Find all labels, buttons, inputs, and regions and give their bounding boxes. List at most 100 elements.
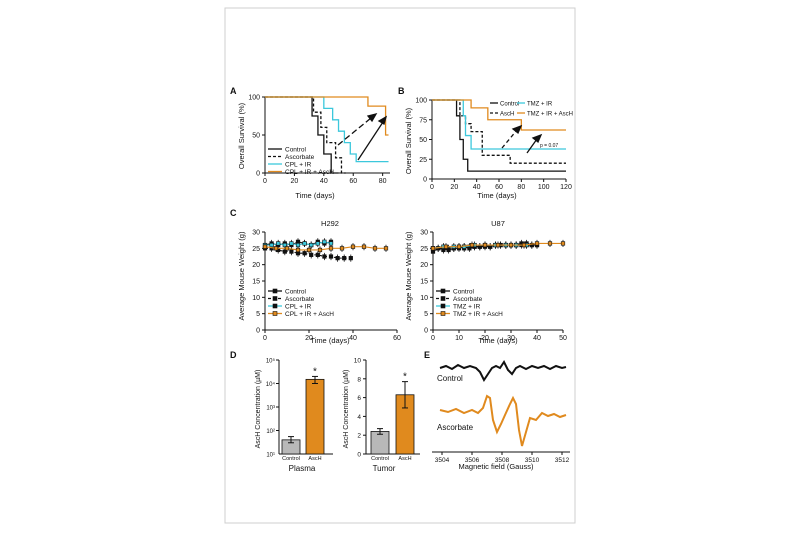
- panel-b-legend: Control AscH TMZ + IR TMZ + IR + AscH: [490, 102, 573, 118]
- panel-b-x-tick-label: 100: [538, 184, 550, 191]
- epr-ascorbate-trace: [439, 394, 567, 447]
- panel-c-left-data-point: [302, 251, 307, 256]
- panel-c-left-y-tick-label: 20: [252, 262, 260, 269]
- panel-d-tumor-y-tick-label: 4: [357, 414, 361, 421]
- panel-c-right-legend-label: TMZ + IR + AscH: [453, 311, 503, 318]
- panel-e-x-tick-label: 3512: [555, 457, 570, 464]
- panel-c-left-data-point: [328, 246, 334, 251]
- panel-c-left-data-point: [269, 242, 274, 248]
- panel-b-plot: [432, 99, 566, 172]
- panel-b-arrows: [501, 124, 543, 154]
- panel-c-left-legend-marker: [272, 311, 278, 316]
- panel-d-tumor-plot: *: [370, 372, 415, 455]
- panel-c-right-data-point: [547, 241, 553, 246]
- panel-b-axes: 0 20 40 60 80 100 120 0 25 50 75 100: [415, 98, 572, 192]
- panel-b-x-tick-label: 0: [430, 184, 434, 191]
- panel-b-pvalue: p = 0.07: [540, 143, 558, 149]
- panel-d-plasma-y-tick-label: 10²: [266, 429, 275, 435]
- panel-c-left-data-point: [273, 246, 279, 251]
- panel-d-tumor-category-label: Control: [371, 456, 389, 462]
- panel-e: E Control Ascorbate 3504 3506 3508 3510 3512…: [424, 350, 570, 471]
- panel-c-left-data-point: [295, 242, 301, 248]
- panel-d-plasma-category-label: AscH: [308, 456, 321, 462]
- panel-d-tumor-y-tick-label: 10: [354, 358, 362, 365]
- panel-c-left-data-point: [317, 247, 323, 253]
- panel-c-right-x-tick-label: 20: [481, 335, 489, 342]
- panel-a-arrows: [337, 112, 388, 161]
- panel-a-legend-label: CPL + IR + AscH: [285, 169, 334, 176]
- panel-a-x-tick-label: 20: [291, 178, 299, 185]
- panel-b-legend-label: Control: [500, 102, 519, 108]
- panel-c-right-legend-label: Control: [453, 289, 475, 296]
- panel-c-right-x-tick-label: 10: [455, 335, 463, 342]
- panel-c-left-data-point: [348, 256, 353, 261]
- panel-c-right-data-point: [443, 244, 449, 249]
- panel-e-axes: 3504 3506 3508 3510 3512: [432, 451, 570, 464]
- panel-b-x-tick-label: 80: [517, 184, 525, 191]
- panel-c-right-data-point: [521, 242, 527, 248]
- panel-b-xlabel: Time (days): [477, 191, 517, 200]
- panel-c-left-data-point: [289, 241, 294, 246]
- panel-c-left-data-point: [315, 252, 320, 257]
- panel-c-left-data-point: [306, 247, 312, 253]
- panel-a-y-tick-label: 100: [248, 95, 260, 102]
- panel-c-right-legend-marker: [440, 288, 446, 294]
- panel-c-right-y-tick-label: 20: [420, 262, 428, 269]
- panel-a-legend-label: Control: [285, 147, 307, 154]
- panel-b-series-line: [432, 99, 566, 164]
- panel-c-right-data-point: [482, 242, 488, 248]
- panel-c-right-ylabel: Average Mouse Weight (g): [404, 231, 413, 320]
- panel-d-plasma-ylabel: AscH Concentration (µM): [255, 370, 262, 449]
- panel-c-right-y-tick-label: 30: [420, 230, 428, 237]
- panel-a-letter: A: [230, 86, 237, 96]
- panel-d-plasma-y-tick-label: 10³: [266, 406, 275, 412]
- panel-c-left-data-point: [262, 244, 268, 249]
- panel-d-plasma-plot: *: [281, 366, 325, 455]
- panel-c-left-x-tick-label: 0: [263, 335, 267, 342]
- panel-b-y-tick-label: 75: [419, 117, 427, 124]
- panel-d-tumor-axes: 0 2 4 6 8 10 Control AscH: [354, 358, 420, 462]
- panel-c-left-y-tick-label: 0: [256, 328, 260, 335]
- panel-c-left-legend-label: CPL + IR + AscH: [285, 311, 334, 318]
- panel-c-right-data-point: [560, 241, 566, 246]
- panel-c-left-x-tick-label: 60: [393, 335, 401, 342]
- panel-a-series-line: [265, 96, 346, 174]
- panel-a-ylabel: Overall Survival (%): [237, 102, 246, 169]
- panel-c-right-title: U87: [491, 219, 505, 228]
- panel-c-left-data-point: [322, 239, 327, 244]
- panel-c-left-data-point: [322, 254, 327, 259]
- panel-a-y-tick-label: 50: [252, 133, 260, 140]
- panel-c-left-title: H292: [321, 219, 339, 228]
- panel-c-left-data-point: [361, 244, 367, 249]
- panel-a-y-tick-label: 0: [256, 171, 260, 178]
- panel-a-x-tick-label: 80: [379, 178, 387, 185]
- panel-d-plasma-caption: Plasma: [289, 464, 316, 473]
- panel-c-left-data-point: [309, 242, 314, 248]
- panel-d-letter: D: [230, 350, 237, 360]
- panel-c-left-data-point: [302, 241, 307, 246]
- panel-d-plasma-bar: [305, 378, 325, 455]
- panel-c-left-axes: 0 20 40 60 0 5 10 15 20 25 30: [252, 230, 401, 343]
- panel-c-left-ylabel: Average Mouse Weight (g): [237, 231, 246, 320]
- panel-c-right-legend-label: TMZ + IR: [453, 304, 481, 311]
- panel-c-right-xlabel: Time (days): [478, 336, 518, 345]
- panel-c-left-data-point: [339, 246, 345, 251]
- panel-c-left-data-point: [276, 241, 281, 246]
- panel-c-right-legend-label: Ascorbate: [453, 296, 483, 303]
- panel-d-tumor-caption: Tumor: [373, 464, 396, 473]
- panel-c-left-x-tick-label: 40: [349, 335, 357, 342]
- panel-c-left-y-tick-label: 10: [252, 295, 260, 302]
- panel-d-plasma-y-tick-label: 10⁵: [266, 358, 276, 365]
- panel-c-right-y-tick-label: 25: [420, 246, 428, 253]
- panel-e-x-tick-label: 3510: [525, 457, 540, 464]
- panel-c-left-y-tick-label: 15: [252, 279, 260, 286]
- panel-e-x-tick-label: 3504: [435, 457, 450, 464]
- panel-c-left-xlabel: Time (days): [310, 336, 350, 345]
- panel-b-letter: B: [398, 86, 405, 96]
- panel-d-tumor-category-label: AscH: [398, 456, 411, 462]
- panel-d-tumor-bar: [370, 431, 390, 455]
- panel-c-left-data-point: [342, 256, 347, 261]
- panel-c-right-y-tick-label: 10: [420, 295, 428, 302]
- panel-b-y-tick-label: 100: [415, 98, 427, 105]
- panel-b: B Overall Survival (%) Time (days) 0 20 40…: [398, 86, 573, 200]
